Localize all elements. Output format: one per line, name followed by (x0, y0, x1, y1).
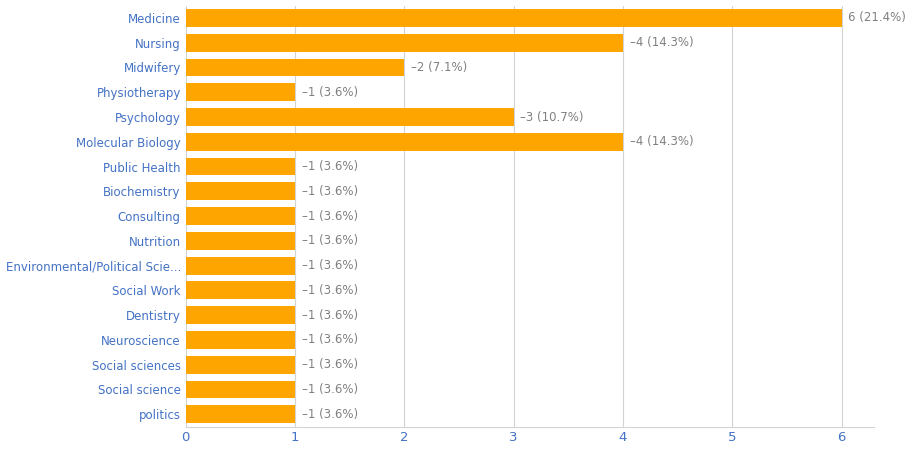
Bar (186, 133, 623, 151)
Bar (186, 331, 295, 349)
Bar (186, 256, 295, 274)
Text: –3 (10.7%): –3 (10.7%) (520, 111, 584, 123)
Text: –1 (3.6%): –1 (3.6%) (302, 309, 358, 322)
Text: –4 (14.3%): –4 (14.3%) (630, 135, 693, 148)
Bar (186, 281, 295, 299)
Text: –1 (3.6%): –1 (3.6%) (302, 284, 358, 297)
Text: –1 (3.6%): –1 (3.6%) (302, 86, 358, 99)
Bar (186, 34, 623, 52)
Bar (186, 9, 842, 27)
Text: –4 (14.3%): –4 (14.3%) (630, 36, 693, 49)
Text: –1 (3.6%): –1 (3.6%) (302, 408, 358, 421)
Bar (186, 356, 295, 373)
Text: –2 (7.1%): –2 (7.1%) (411, 61, 467, 74)
Text: –1 (3.6%): –1 (3.6%) (302, 333, 358, 346)
Bar (186, 158, 295, 176)
Text: –1 (3.6%): –1 (3.6%) (302, 160, 358, 173)
Bar (186, 381, 295, 398)
Bar (186, 405, 295, 423)
Text: 6 (21.4%): 6 (21.4%) (848, 11, 906, 24)
Bar (186, 108, 514, 126)
Text: –1 (3.6%): –1 (3.6%) (302, 259, 358, 272)
Bar (186, 83, 295, 101)
Text: –1 (3.6%): –1 (3.6%) (302, 358, 358, 371)
Bar (186, 58, 404, 76)
Text: –1 (3.6%): –1 (3.6%) (302, 185, 358, 198)
Bar (186, 182, 295, 200)
Bar (186, 232, 295, 250)
Bar (186, 207, 295, 225)
Text: –1 (3.6%): –1 (3.6%) (302, 210, 358, 223)
Text: –1 (3.6%): –1 (3.6%) (302, 383, 358, 396)
Bar (186, 306, 295, 324)
Text: –1 (3.6%): –1 (3.6%) (302, 234, 358, 248)
